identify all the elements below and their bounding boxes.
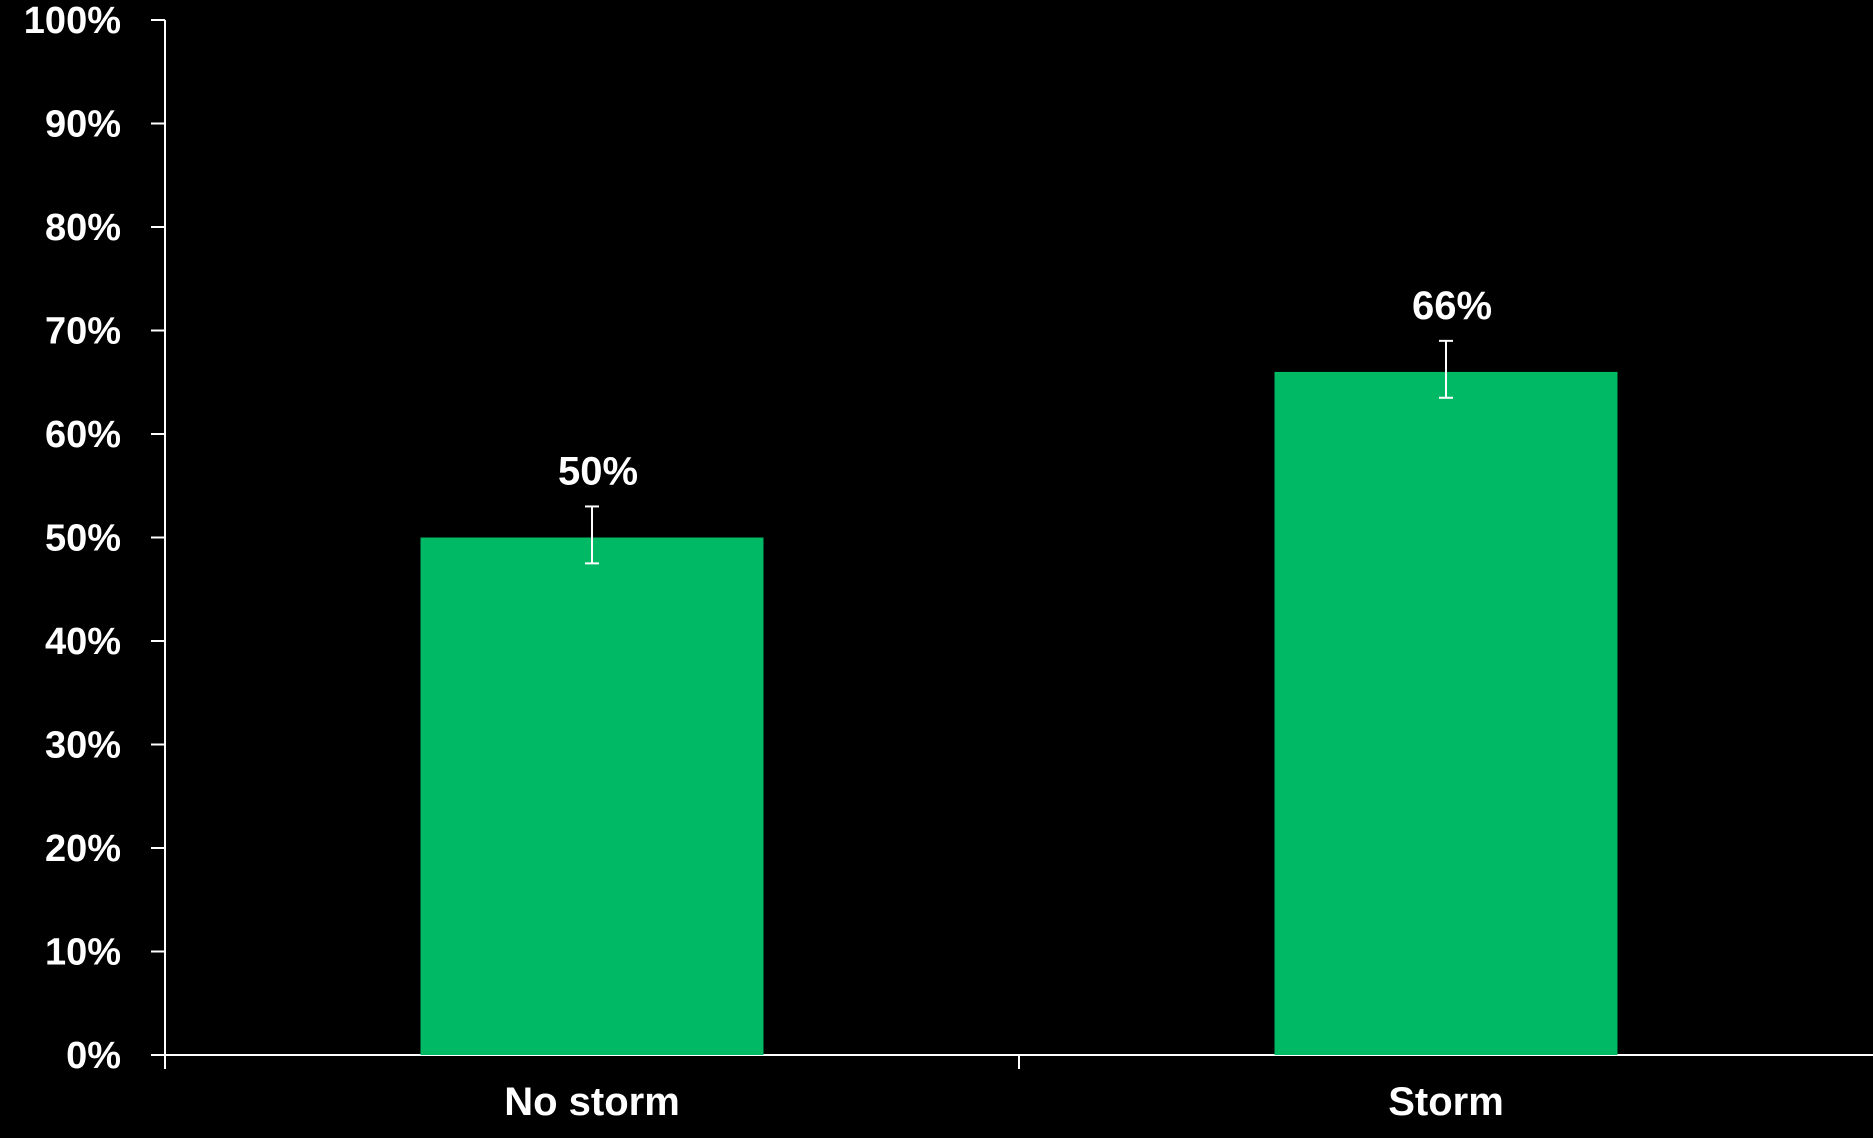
- y-tick-label: 100%: [24, 0, 121, 42]
- y-tick-label: 10%: [45, 932, 121, 974]
- data-label: 50%: [558, 449, 638, 493]
- y-tick-label: 90%: [45, 104, 121, 146]
- y-tick-label: 50%: [45, 518, 121, 560]
- y-tick-label: 0%: [66, 1035, 121, 1077]
- y-tick-label: 80%: [45, 207, 121, 249]
- y-tick-label: 70%: [45, 311, 121, 353]
- y-tick-label: 30%: [45, 725, 121, 767]
- y-tick-label: 60%: [45, 414, 121, 456]
- error-bars: [585, 339, 1453, 565]
- bar: [1274, 371, 1618, 1055]
- x-category-label: No storm: [504, 1080, 680, 1124]
- data-labels: 50% 66%: [558, 284, 1492, 494]
- bars: [420, 371, 1618, 1055]
- x-axis: No storm Storm: [164, 1054, 1873, 1124]
- x-category-label: Storm: [1388, 1080, 1504, 1124]
- data-label: 66%: [1412, 284, 1492, 328]
- bar: [420, 537, 764, 1055]
- y-tick-label: 40%: [45, 621, 121, 663]
- y-axis: 0% 10% 20% 30% 40% 50% 60% 70% 80% 90% 100%: [24, 0, 166, 1077]
- y-tick-label: 20%: [45, 828, 121, 870]
